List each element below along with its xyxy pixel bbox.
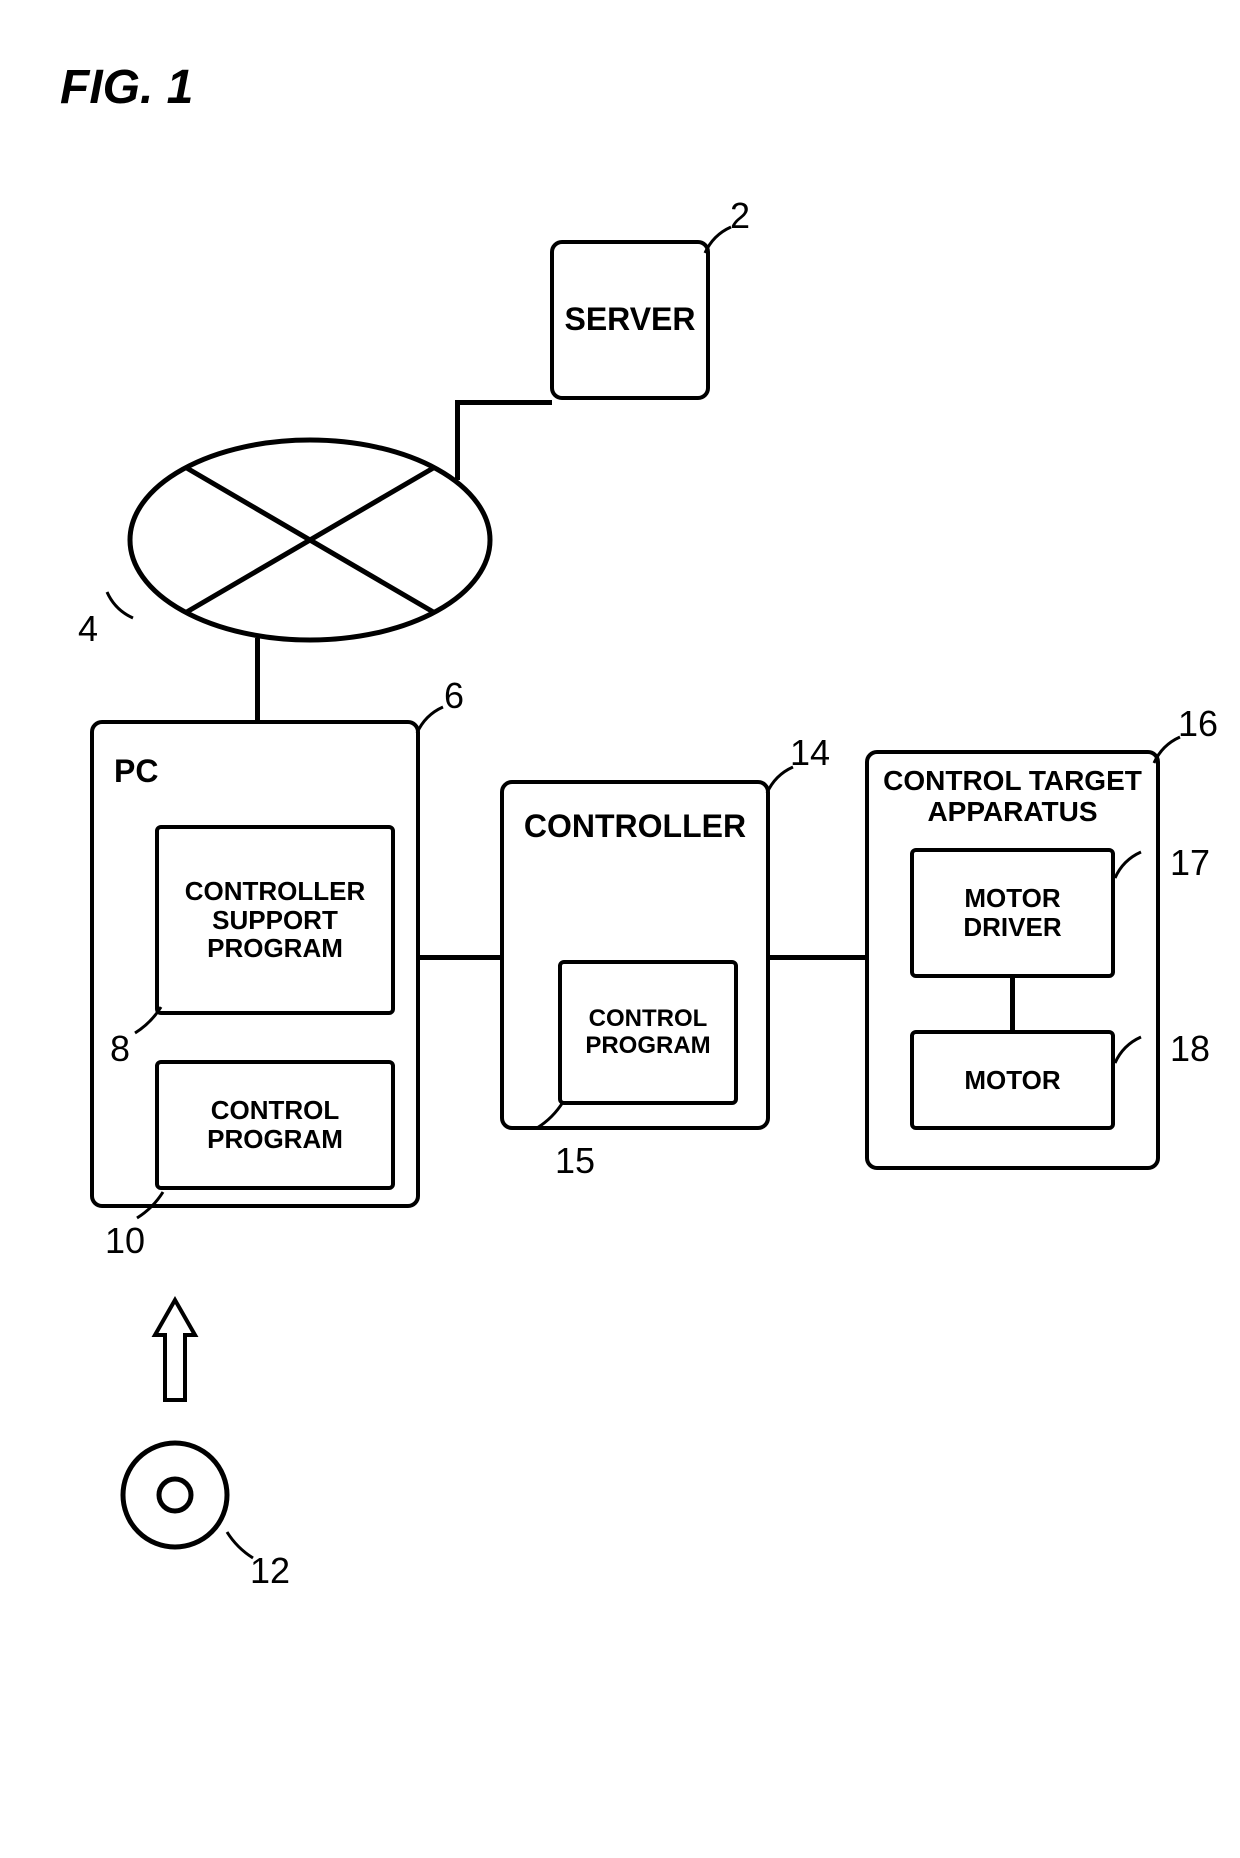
network-ellipse [125,435,495,645]
edge-controller-target [770,955,865,960]
csp-label: CONTROLLER SUPPORT PROGRAM [159,877,391,963]
tick-motor-driver [1113,850,1143,880]
figure-title: FIG. 1 [60,60,193,115]
pc-ctrl-label: CONTROL PROGRAM [159,1096,391,1153]
controller-label: CONTROLLER [524,809,746,844]
ref-csp: 8 [110,1028,130,1070]
ref-pc-ctrl: 10 [105,1220,145,1262]
pc-label: PC [114,754,158,789]
motor-box: MOTOR [910,1030,1115,1130]
arrow-up-icon [145,1290,205,1410]
ref-server: 2 [730,195,750,237]
ref-ctrl-prog: 15 [555,1140,595,1182]
disc-icon [119,1439,231,1551]
pc-control-program-box: CONTROL PROGRAM [155,1060,395,1190]
tick-network [105,590,135,620]
tick-csp [133,1005,163,1035]
ctrl-ctrl-label: CONTROL PROGRAM [562,1006,734,1059]
controller-control-program-box: CONTROL PROGRAM [558,960,738,1105]
motor-label: MOTOR [964,1066,1060,1095]
ref-controller: 14 [790,732,830,774]
tick-pc-ctrl [135,1190,165,1220]
edge-server-network-h [455,400,552,405]
ref-motor-driver: 17 [1170,842,1210,884]
tick-motor [1113,1035,1143,1065]
ref-motor: 18 [1170,1028,1210,1070]
tick-ctrl-prog [535,1100,565,1130]
edge-network-pc [255,638,260,720]
edge-motordriver-motor [1010,978,1015,1030]
motor-driver-box: MOTOR DRIVER [910,848,1115,978]
target-label: CONTROL TARGET APPARATUS [869,766,1156,828]
server-label: SERVER [564,302,695,337]
motor-driver-label: MOTOR DRIVER [914,884,1111,941]
edge-server-network [455,400,460,480]
tick-pc [415,705,445,735]
tick-server [703,225,733,255]
edge-pc-controller [420,955,500,960]
ref-disc: 12 [250,1550,290,1592]
ref-target: 16 [1178,703,1218,745]
ref-network: 4 [78,608,98,650]
controller-support-program-box: CONTROLLER SUPPORT PROGRAM [155,825,395,1015]
server-box: SERVER [550,240,710,400]
ref-pc: 6 [444,675,464,717]
